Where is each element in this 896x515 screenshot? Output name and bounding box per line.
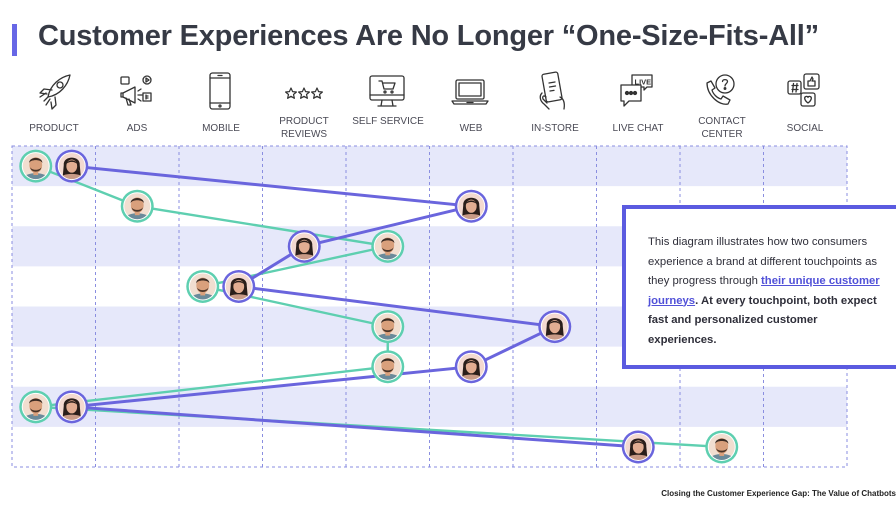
woman-avatar [454, 189, 488, 223]
channel-label-in-store: IN-STORE [531, 123, 579, 134]
channel-label-social: SOCIAL [786, 123, 824, 134]
channel-label-live-chat: LIVE CHAT [612, 123, 664, 134]
phone-in-hand-icon [539, 71, 566, 110]
social-media-icon [787, 73, 820, 107]
phone-question-icon [706, 74, 735, 105]
channel-label-web: WEB [459, 123, 483, 134]
man-avatar [186, 269, 220, 303]
title-accent-bar [12, 24, 17, 56]
woman-avatar [538, 310, 572, 344]
channel-label-ads: ADS [126, 123, 148, 134]
journey-avatars [19, 149, 739, 464]
callout-text-emphasis: At every touchpoint, both expect fast an… [648, 294, 877, 346]
channel-label-self-service: SELF SERVICE [352, 116, 424, 127]
channel-label-product-reviews: PRODUCT REVIEWS [279, 116, 329, 140]
woman-avatar [454, 350, 488, 384]
woman-avatar [55, 390, 89, 424]
laptop-icon [451, 79, 489, 105]
man-journey-line [34, 164, 722, 449]
callout-text: This diagram illustrates how two consume… [648, 236, 880, 346]
woman-avatar [621, 430, 655, 464]
footer-source: Closing the Customer Experience Gap: The… [661, 489, 896, 498]
rocket-icon [39, 74, 71, 110]
info-callout: This diagram illustrates how two consume… [622, 205, 896, 369]
customer-journeys-link[interactable]: their unique customer journeys [648, 275, 880, 307]
megaphone-icon [120, 75, 152, 106]
page-title: Customer Experiences Are No Longer “One-… [38, 20, 819, 52]
man-avatar [371, 229, 405, 263]
mobile-phone-icon [209, 72, 231, 110]
woman-journey-line [70, 164, 639, 449]
channel-label-mobile: MOBILE [202, 123, 240, 134]
live-chat-icon: LIVE [620, 74, 653, 107]
woman-avatar [55, 149, 89, 183]
stars-rating-icon [285, 87, 323, 99]
channel-label-contact-center: CONTACT CENTER [698, 116, 746, 140]
man-avatar [19, 149, 53, 183]
svg-text:LIVE: LIVE [635, 78, 652, 87]
callout-text-intro: This diagram illustrates how two consume… [648, 236, 878, 287]
man-avatar [705, 430, 739, 464]
man-avatar [371, 310, 405, 344]
man-avatar [371, 350, 405, 384]
channel-label-product: PRODUCT [29, 123, 79, 134]
man-avatar [19, 390, 53, 424]
woman-avatar [222, 269, 256, 303]
grid-border [11, 145, 848, 468]
journey-lines [34, 164, 722, 449]
self-service-kiosk-icon [369, 75, 405, 107]
man-avatar [120, 189, 154, 223]
woman-avatar [287, 229, 321, 263]
